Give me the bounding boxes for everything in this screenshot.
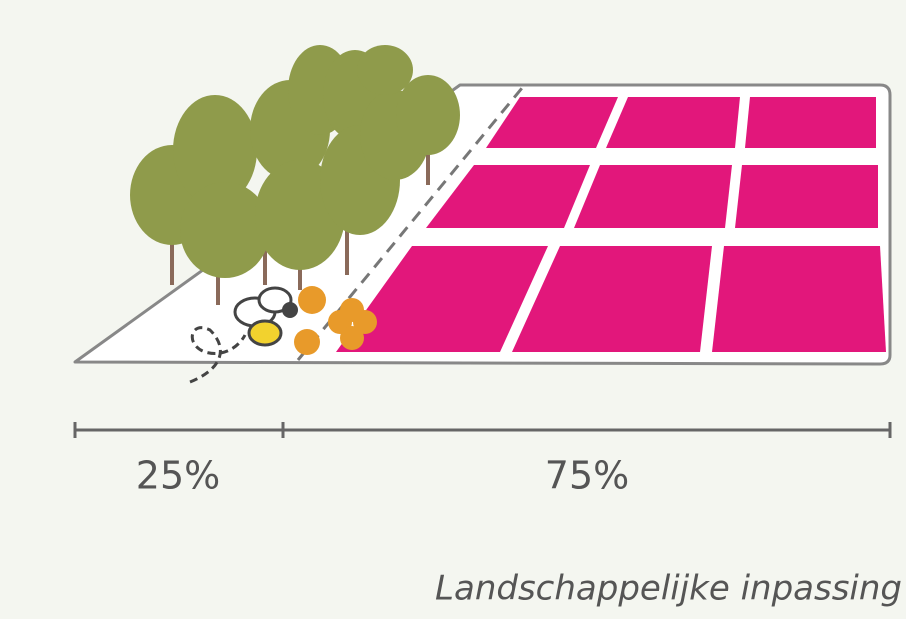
segment-label: 25% <box>136 454 220 498</box>
page: {"scale": {"segments": [{"label": "25%"}… <box>0 0 906 619</box>
panel <box>745 97 876 148</box>
panel <box>574 165 732 228</box>
caption: Landschappelijke inpassing <box>435 569 902 609</box>
panel <box>735 165 878 228</box>
panel <box>606 97 740 148</box>
illustration: 25% 75% Landschappelijke inpassing <box>0 0 906 619</box>
segment-label: 75% <box>545 454 629 498</box>
panel <box>712 246 886 352</box>
